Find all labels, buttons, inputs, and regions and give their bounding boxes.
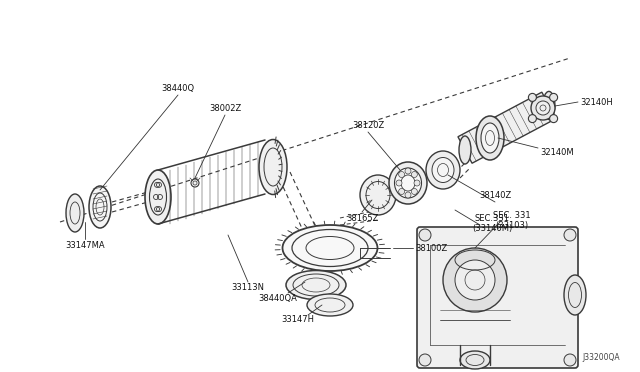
Circle shape	[443, 248, 507, 312]
Ellipse shape	[394, 168, 422, 198]
Circle shape	[412, 189, 417, 195]
Text: J33200QA: J33200QA	[582, 353, 620, 362]
Ellipse shape	[259, 140, 287, 195]
Text: 33147MA: 33147MA	[65, 241, 105, 250]
Ellipse shape	[426, 151, 460, 189]
Ellipse shape	[307, 294, 353, 316]
Circle shape	[405, 168, 411, 174]
Ellipse shape	[459, 136, 471, 164]
Circle shape	[550, 93, 557, 102]
Text: SEC. 331: SEC. 331	[493, 211, 531, 219]
Circle shape	[564, 354, 576, 366]
Polygon shape	[458, 92, 556, 163]
Text: 32140H: 32140H	[580, 97, 612, 106]
Circle shape	[455, 260, 495, 300]
Text: (33103): (33103)	[495, 221, 529, 230]
Ellipse shape	[476, 116, 504, 160]
Circle shape	[529, 115, 536, 123]
Ellipse shape	[536, 101, 550, 115]
Circle shape	[414, 180, 420, 186]
Text: (33140M): (33140M)	[472, 224, 512, 232]
Text: 38100Z: 38100Z	[415, 244, 447, 253]
Text: 38002Z: 38002Z	[209, 103, 241, 112]
Ellipse shape	[564, 275, 586, 315]
Circle shape	[419, 229, 431, 241]
Circle shape	[412, 171, 417, 177]
Circle shape	[191, 179, 199, 187]
Circle shape	[529, 93, 536, 102]
Ellipse shape	[66, 194, 84, 232]
Circle shape	[550, 115, 557, 123]
Text: 38440QA: 38440QA	[259, 294, 298, 302]
Ellipse shape	[89, 186, 111, 228]
Text: 38120Z: 38120Z	[352, 121, 384, 129]
Ellipse shape	[282, 225, 378, 271]
Text: 38140Z: 38140Z	[479, 190, 511, 199]
Ellipse shape	[286, 270, 346, 299]
FancyBboxPatch shape	[417, 227, 578, 368]
Circle shape	[399, 171, 404, 177]
Ellipse shape	[543, 92, 555, 119]
Ellipse shape	[360, 175, 396, 215]
Ellipse shape	[145, 170, 171, 224]
Circle shape	[405, 192, 411, 198]
Text: SEC.331: SEC.331	[474, 214, 509, 222]
Text: 33113N: 33113N	[232, 283, 264, 292]
Circle shape	[396, 180, 402, 186]
Ellipse shape	[481, 123, 499, 153]
Text: 38440Q: 38440Q	[161, 83, 195, 93]
Ellipse shape	[460, 351, 490, 369]
Ellipse shape	[531, 96, 555, 120]
Ellipse shape	[389, 162, 427, 204]
Text: 33147H: 33147H	[282, 315, 314, 324]
Text: 32140M: 32140M	[540, 148, 573, 157]
Text: 38165Z: 38165Z	[346, 214, 378, 222]
Circle shape	[564, 229, 576, 241]
Circle shape	[419, 354, 431, 366]
Circle shape	[399, 189, 404, 195]
Ellipse shape	[432, 157, 454, 183]
